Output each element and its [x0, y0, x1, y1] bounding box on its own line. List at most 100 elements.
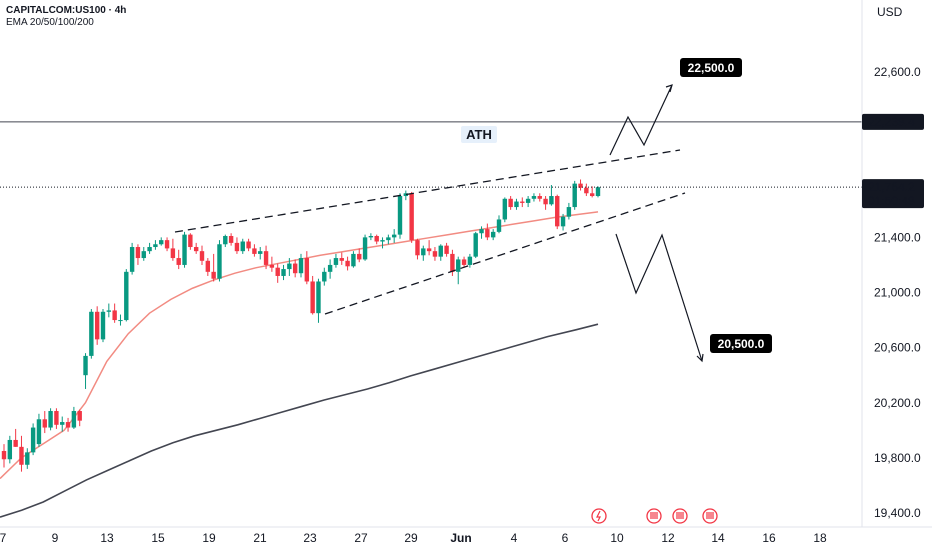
- candle: [42, 411, 47, 434]
- candle: [193, 242, 199, 254]
- candle: [135, 244, 141, 265]
- candle: [275, 263, 280, 283]
- us-flag-event-icon[interactable]: [672, 508, 688, 524]
- indicator-label[interactable]: EMA 20/50/100/200: [6, 17, 94, 28]
- candle-body: [89, 311, 94, 356]
- candle-body: [345, 260, 350, 267]
- candle: [234, 237, 240, 254]
- bearish-projection-path[interactable]: [615, 233, 703, 362]
- candle-body: [508, 198, 513, 208]
- time-tick-label: 9: [52, 531, 59, 545]
- flag-glyph: [650, 512, 658, 519]
- candle: [490, 229, 496, 241]
- us-flag-event-icon[interactable]: [702, 508, 718, 524]
- candle-body: [560, 216, 566, 227]
- candle: [147, 242, 152, 254]
- candle: [537, 193, 542, 202]
- ath-tag: ATH: [466, 127, 492, 142]
- candle: [141, 247, 146, 261]
- candle-body: [135, 247, 141, 259]
- candle-body: [467, 256, 473, 265]
- candle: [240, 238, 245, 254]
- candle-body: [426, 248, 432, 252]
- candle: [30, 423, 36, 456]
- candle-body: [555, 196, 560, 227]
- candle-body: [269, 264, 275, 268]
- candle-body: [217, 244, 222, 279]
- candle-body: [490, 231, 496, 238]
- target-down-badge[interactable]: [710, 334, 772, 353]
- candle: [566, 202, 572, 220]
- arrow-up-icon: [665, 84, 673, 93]
- candle: [287, 258, 292, 276]
- candle: [65, 417, 71, 432]
- candle-body: [589, 193, 595, 197]
- candle-body: [83, 355, 88, 376]
- candle: [473, 231, 478, 259]
- bullish-projection-path[interactable]: [609, 84, 673, 156]
- candle-body: [36, 419, 42, 445]
- candle: [589, 186, 595, 198]
- candle-body: [234, 242, 240, 252]
- candle: [333, 253, 339, 268]
- candle-body: [304, 258, 310, 282]
- candle: [444, 242, 449, 257]
- candle: [48, 408, 53, 431]
- candle: [316, 278, 321, 323]
- candle-body: [258, 251, 263, 254]
- candle: [13, 428, 18, 447]
- target-up-label: 22,500.0: [688, 61, 735, 75]
- wedge-upper-trendline[interactable]: [174, 149, 681, 233]
- price-tick-label: 22,600.0: [874, 65, 921, 79]
- candle: [7, 435, 13, 464]
- candle-body: [456, 259, 461, 272]
- candle: [159, 237, 164, 246]
- price-tick-label: 19,400.0: [874, 506, 921, 520]
- ath-tag-bg: [461, 126, 497, 143]
- candle-body: [368, 235, 374, 238]
- candle-body: [322, 271, 327, 282]
- time-tick-label: 27: [354, 531, 368, 545]
- candle-body: [514, 201, 519, 208]
- candle-body: [525, 198, 531, 203]
- candle: [71, 406, 77, 429]
- candle: [112, 303, 117, 323]
- candle: [409, 191, 414, 243]
- symbol-title[interactable]: CAPITALCOM:US100 · 4h: [6, 5, 127, 16]
- candle: [19, 435, 24, 472]
- candle-body: [7, 439, 13, 460]
- candle-body: [13, 439, 18, 447]
- target-up-badge[interactable]: [680, 58, 742, 77]
- candle-body: [176, 258, 181, 265]
- event-circle: [591, 508, 607, 524]
- candle-body: [380, 240, 385, 242]
- candle-body: [30, 427, 36, 453]
- target-down-label: 20,500.0: [718, 337, 765, 351]
- candle-body: [124, 271, 129, 321]
- ath-price-label: 22,238.4: [868, 115, 915, 129]
- candle-body: [141, 251, 146, 259]
- candle-body: [479, 229, 484, 234]
- candle-body: [193, 247, 199, 252]
- candle: [153, 240, 158, 250]
- candle-body: [432, 251, 438, 257]
- candle: [485, 223, 490, 241]
- candle: [217, 240, 222, 282]
- candle: [118, 314, 123, 326]
- lightning-event-icon[interactable]: [591, 508, 607, 524]
- price-tick-label: 21,000.0: [874, 286, 921, 300]
- us-flag-event-icon[interactable]: [646, 508, 662, 524]
- time-tick-label: 23: [303, 531, 317, 545]
- candle: [228, 233, 234, 246]
- candle-body: [199, 251, 205, 261]
- candle: [391, 229, 397, 243]
- candle-body: [42, 419, 47, 428]
- candle-body: [147, 247, 152, 252]
- wedge-lower-trendline[interactable]: [324, 192, 686, 315]
- candle-body: [240, 241, 245, 252]
- candle-body: [438, 245, 443, 257]
- candle: [502, 197, 508, 223]
- candle: [368, 233, 374, 241]
